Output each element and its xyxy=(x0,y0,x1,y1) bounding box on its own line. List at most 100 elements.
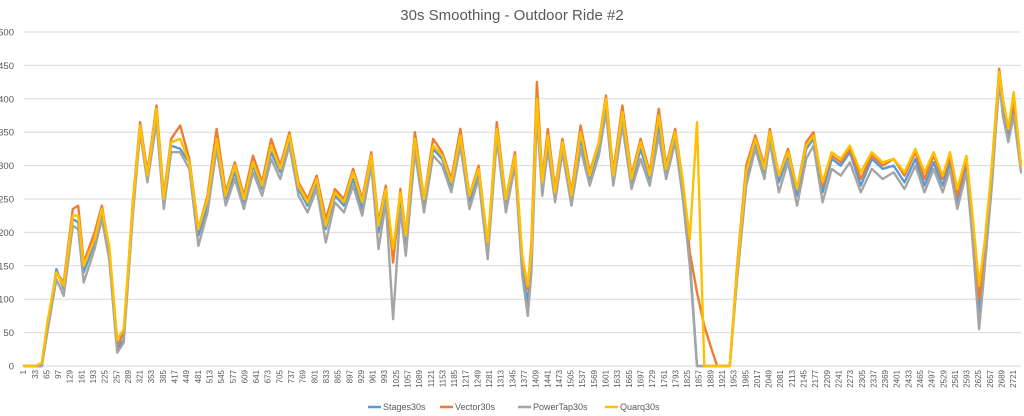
x-tick-label: 2721 xyxy=(1009,369,1018,387)
y-tick-label: 150 xyxy=(0,261,14,272)
x-tick-label: 1729 xyxy=(648,369,657,387)
x-tick-label: 2657 xyxy=(986,369,995,387)
series-line-Vector30s xyxy=(22,67,1023,368)
series-line-PowerTap30s xyxy=(22,77,1023,368)
y-tick-label: 100 xyxy=(0,295,14,306)
x-tick-label: 865 xyxy=(334,369,343,383)
x-tick-label: 1313 xyxy=(497,369,506,387)
x-tick-label: 1185 xyxy=(450,369,459,387)
x-tick-label: 353 xyxy=(147,369,156,383)
x-tick-label: 1697 xyxy=(636,369,645,387)
x-tick-label: 929 xyxy=(357,369,366,383)
x-tick-label: 1889 xyxy=(706,369,715,387)
x-tick-label: 1249 xyxy=(473,369,482,387)
y-tick-label: 300 xyxy=(0,161,14,172)
x-tick-label: 1601 xyxy=(602,369,611,387)
x-tick-label: 2689 xyxy=(998,369,1007,387)
x-tick-label: 225 xyxy=(101,369,110,383)
gridlines xyxy=(24,31,1021,367)
y-tick-label: 250 xyxy=(0,195,14,206)
series-line-Stages30s xyxy=(22,84,1023,368)
x-tick-label: 2497 xyxy=(928,369,937,387)
x-tick-label: 449 xyxy=(182,369,191,383)
y-tick-label: 50 xyxy=(3,328,14,339)
legend-label: Quarq30s xyxy=(620,402,660,412)
x-tick-label: 897 xyxy=(345,369,354,383)
x-tick-label: 961 xyxy=(369,369,378,383)
x-tick-label: 2625 xyxy=(974,369,983,387)
legend-label: Vector30s xyxy=(455,402,496,412)
x-tick-label: 993 xyxy=(380,369,389,383)
x-tick-label: 545 xyxy=(217,369,226,383)
x-tick-label: 2305 xyxy=(858,369,867,387)
y-tick-label: 450 xyxy=(0,61,14,72)
x-tick-label: 1761 xyxy=(660,369,669,387)
x-tick-label: 1121 xyxy=(427,369,436,387)
x-tick-label: 385 xyxy=(159,369,168,383)
x-tick-label: 1569 xyxy=(590,369,599,387)
y-tick-label: 350 xyxy=(0,128,14,139)
x-tick-label: 2017 xyxy=(753,369,762,387)
x-tick-label: 2145 xyxy=(800,369,809,387)
x-tick-label: 129 xyxy=(66,369,75,383)
x-tick-label: 2433 xyxy=(904,369,913,387)
y-tick-label: 200 xyxy=(0,228,14,239)
x-tick-label: 1409 xyxy=(532,369,541,387)
x-tick-label: 737 xyxy=(287,369,296,383)
x-tick-label: 1473 xyxy=(555,369,564,387)
x-tick-label: 1025 xyxy=(392,369,401,387)
x-tick-label: 481 xyxy=(194,369,203,383)
x-tick-label: 2273 xyxy=(846,369,855,387)
series-lines xyxy=(22,67,1023,368)
x-tick-label: 1953 xyxy=(730,369,739,387)
x-tick-label: 2049 xyxy=(765,369,774,387)
x-tick-label: 769 xyxy=(299,369,308,383)
x-tick-label: 417 xyxy=(171,369,180,383)
x-tick-label: 2113 xyxy=(788,369,797,387)
x-tick-label: 1537 xyxy=(578,369,587,387)
x-tick-label: 1665 xyxy=(625,369,634,387)
x-tick-label: 97 xyxy=(54,369,63,378)
x-tick-label: 1281 xyxy=(485,369,494,387)
x-axis-ticks: 1 33 65 97 129 161 193 225 257 289 321 353 385 417 449… xyxy=(19,369,1018,387)
x-tick-label: 705 xyxy=(275,369,284,383)
y-tick-label: 0 xyxy=(9,362,14,373)
x-tick-label: 1793 xyxy=(671,369,680,387)
x-tick-label: 1345 xyxy=(508,369,517,387)
x-tick-label: 2081 xyxy=(776,369,785,387)
x-tick-label: 1921 xyxy=(718,369,727,387)
x-tick-label: 2369 xyxy=(881,369,890,387)
x-tick-label: 1153 xyxy=(438,369,447,387)
x-tick-label: 321 xyxy=(136,369,145,383)
x-tick-label: 2529 xyxy=(939,369,948,387)
x-tick-label: 1825 xyxy=(683,369,692,387)
x-tick-label: 1441 xyxy=(543,369,552,387)
x-tick-label: 2177 xyxy=(811,369,820,387)
x-tick-label: 577 xyxy=(229,369,238,383)
x-tick-label: 65 xyxy=(42,369,51,378)
legend: Stages30s Vector30s PowerTap30s Quarq30s xyxy=(368,402,660,412)
x-tick-label: 1985 xyxy=(741,369,750,387)
chart-title: 30s Smoothing - Outdoor Ride #2 xyxy=(400,7,623,24)
y-tick-label: 500 xyxy=(0,28,14,39)
x-tick-label: 609 xyxy=(240,369,249,383)
x-tick-label: 1633 xyxy=(613,369,622,387)
y-tick-label: 400 xyxy=(0,94,14,105)
x-tick-label: 193 xyxy=(89,369,98,383)
x-tick-label: 33 xyxy=(31,369,40,378)
x-tick-label: 2593 xyxy=(963,369,972,387)
x-tick-label: 2561 xyxy=(951,369,960,387)
x-tick-label: 513 xyxy=(205,369,214,383)
x-tick-label: 2401 xyxy=(893,369,902,387)
x-tick-label: 1089 xyxy=(415,369,424,387)
x-tick-label: 257 xyxy=(112,369,121,383)
x-tick-label: 673 xyxy=(264,369,273,383)
x-tick-label: 289 xyxy=(124,369,133,383)
x-tick-label: 2241 xyxy=(834,369,843,387)
series-line-Quarq30s xyxy=(22,70,1023,368)
x-tick-label: 161 xyxy=(77,369,86,383)
x-tick-label: 1 xyxy=(19,369,28,374)
x-tick-label: 641 xyxy=(252,369,261,383)
x-tick-label: 2209 xyxy=(823,369,832,387)
